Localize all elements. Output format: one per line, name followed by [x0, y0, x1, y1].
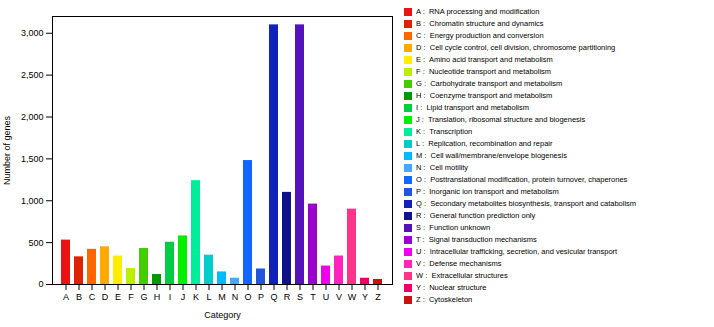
svg-text:Number of genes: Number of genes: [2, 115, 12, 185]
html-text:Q : Secondary metabolites bios: Q : Secondary metabolites biosynthesis, …: [416, 199, 637, 208]
html-text:K : Transcription: K : Transcription: [416, 127, 473, 136]
svg-text:Q: Q: [270, 292, 277, 302]
svg-text:Category: Category: [204, 310, 241, 320]
html-text:A : RNA processing and modific: A : RNA processing and modification: [416, 7, 540, 16]
html-text:B : Chromatin structure and dy: B : Chromatin structure and dynamics: [416, 19, 544, 28]
html-text:G : Carbohydrate transport and: G : Carbohydrate transport and metabolis…: [416, 79, 563, 88]
svg-text:0: 0: [38, 279, 43, 289]
svg-text:G: G: [140, 292, 147, 302]
html-text:U : Intracellular trafficking,: U : Intracellular trafficking, secretion…: [416, 247, 618, 256]
svg-text:D: D: [102, 292, 109, 302]
html-text:R : General function predictio: R : General function prediction only: [416, 211, 536, 220]
svg-text:S: S: [297, 292, 303, 302]
html-text:W : Extracellular structures: W : Extracellular structures: [416, 271, 508, 280]
svg-text:1,500: 1,500: [21, 154, 44, 164]
html-text:V : Defense mechanisms: V : Defense mechanisms: [416, 259, 502, 268]
html-text:Z : Cytoskeleton: Z : Cytoskeleton: [416, 295, 473, 304]
svg-text:K: K: [193, 292, 199, 302]
svg-text:T: T: [310, 292, 316, 302]
svg-text:Z: Z: [375, 292, 381, 302]
svg-text:F: F: [128, 292, 134, 302]
svg-text:P: P: [258, 292, 264, 302]
svg-text:W: W: [348, 292, 357, 302]
svg-text:H: H: [154, 292, 161, 302]
svg-text:O: O: [244, 292, 251, 302]
html-text:Y : Nuclear structure: Y : Nuclear structure: [416, 283, 487, 292]
html-text:I : Lipid transport and metabo: I : Lipid transport and metabolism: [416, 103, 529, 112]
svg-text:2,500: 2,500: [21, 70, 44, 80]
svg-text:V: V: [336, 292, 342, 302]
html-text:S : Function unknown: S : Function unknown: [416, 223, 491, 232]
svg-text:L: L: [206, 292, 211, 302]
svg-text:Y: Y: [362, 292, 368, 302]
html-text:L : Replication, recombination: L : Replication, recombination and repai…: [416, 139, 553, 148]
html-text:J : Translation, ribosomal str: J : Translation, ribosomal structure and…: [416, 115, 586, 124]
html-text:E : Amino acid transport and m: E : Amino acid transport and metabolism: [416, 55, 553, 64]
html-text:D : Cell cycle control, cell d: D : Cell cycle control, cell division, c…: [416, 43, 616, 52]
svg-text:E: E: [115, 292, 121, 302]
html-text:N : Cell motility: N : Cell motility: [416, 163, 469, 172]
svg-text:B: B: [76, 292, 82, 302]
svg-text:R: R: [284, 292, 291, 302]
svg-text:500: 500: [28, 238, 43, 248]
svg-text:M: M: [218, 292, 226, 302]
html-text:H : Coenzyme transport and met: H : Coenzyme transport and metabolism: [416, 91, 553, 100]
svg-text:U: U: [323, 292, 330, 302]
html-text:F : Nucleotide transport and m: F : Nucleotide transport and metabolism: [416, 67, 552, 76]
svg-text:1,000: 1,000: [21, 196, 44, 206]
html-text:M : Cell wall/membrane/envelop: M : Cell wall/membrane/envelope biogenes…: [416, 151, 567, 160]
html-text:O : Posttranslational modifica: O : Posttranslational modification, prot…: [416, 175, 628, 184]
svg-text:C: C: [89, 292, 96, 302]
svg-text:N: N: [232, 292, 239, 302]
svg-text:I: I: [169, 292, 172, 302]
html-text:T : Signal transduction mechan: T : Signal transduction mechanisms: [416, 235, 537, 244]
html-text:P : Inorganic ion transport an: P : Inorganic ion transport and metaboli…: [416, 187, 559, 196]
svg-text:A: A: [63, 292, 69, 302]
svg-text:2,000: 2,000: [21, 112, 44, 122]
html-text:C : Energy production and conv: C : Energy production and conversion: [416, 31, 544, 40]
svg-text:3,000: 3,000: [21, 28, 44, 38]
svg-text:J: J: [181, 292, 186, 302]
